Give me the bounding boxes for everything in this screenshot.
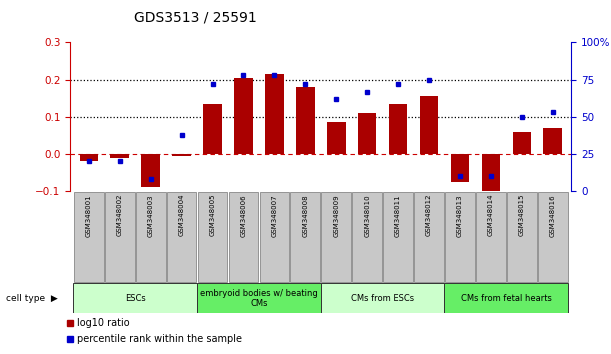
Bar (538, 192, 568, 282)
Bar (197, 283, 321, 313)
Text: ESCs: ESCs (125, 294, 145, 303)
Text: GDS3513 / 25591: GDS3513 / 25591 (134, 11, 257, 25)
Bar (265, 74, 284, 154)
Bar (260, 192, 289, 282)
Text: GSM348006: GSM348006 (241, 194, 246, 236)
Bar (229, 192, 258, 282)
Bar (290, 192, 320, 282)
Text: percentile rank within the sample: percentile rank within the sample (77, 334, 243, 344)
Bar (79, 154, 98, 161)
Bar (389, 104, 408, 154)
Bar (203, 104, 222, 154)
Text: GSM348011: GSM348011 (395, 194, 401, 236)
Bar (444, 283, 568, 313)
Bar (141, 154, 160, 188)
Bar (358, 113, 376, 154)
Text: GSM348012: GSM348012 (426, 194, 432, 236)
Text: GSM348009: GSM348009 (333, 194, 339, 236)
Bar (321, 192, 351, 282)
Bar (414, 192, 444, 282)
Text: cell type  ▶: cell type ▶ (6, 294, 58, 303)
Text: GSM348002: GSM348002 (117, 194, 123, 236)
Text: GSM348013: GSM348013 (457, 194, 463, 236)
Text: GSM348005: GSM348005 (210, 194, 216, 236)
Text: GSM348007: GSM348007 (271, 194, 277, 236)
Bar (167, 192, 197, 282)
Bar (543, 128, 562, 154)
Text: GSM348001: GSM348001 (86, 194, 92, 236)
Bar (507, 192, 536, 282)
Text: GSM348004: GSM348004 (178, 194, 185, 236)
Text: CMs from ESCs: CMs from ESCs (351, 294, 414, 303)
Text: GSM348015: GSM348015 (519, 194, 525, 236)
Text: GSM348010: GSM348010 (364, 194, 370, 236)
Bar (513, 132, 531, 154)
Bar (383, 192, 413, 282)
Bar (481, 154, 500, 193)
Text: log10 ratio: log10 ratio (77, 318, 130, 328)
Bar (321, 283, 444, 313)
Text: GSM348003: GSM348003 (148, 194, 154, 236)
Bar (234, 78, 253, 154)
Bar (111, 154, 129, 158)
Text: GSM348008: GSM348008 (302, 194, 309, 236)
Text: GSM348014: GSM348014 (488, 194, 494, 236)
Bar (105, 192, 134, 282)
Text: GSM348016: GSM348016 (550, 194, 556, 236)
Bar (420, 96, 438, 154)
Text: embryoid bodies w/ beating
CMs: embryoid bodies w/ beating CMs (200, 289, 318, 308)
Bar (296, 87, 315, 154)
Bar (327, 122, 345, 154)
Bar (73, 283, 197, 313)
Bar (74, 192, 104, 282)
Bar (353, 192, 382, 282)
Bar (476, 192, 506, 282)
Bar (172, 154, 191, 156)
Bar (451, 154, 469, 182)
Text: CMs from fetal hearts: CMs from fetal hearts (461, 294, 552, 303)
Bar (445, 192, 475, 282)
Bar (136, 192, 166, 282)
Bar (198, 192, 227, 282)
